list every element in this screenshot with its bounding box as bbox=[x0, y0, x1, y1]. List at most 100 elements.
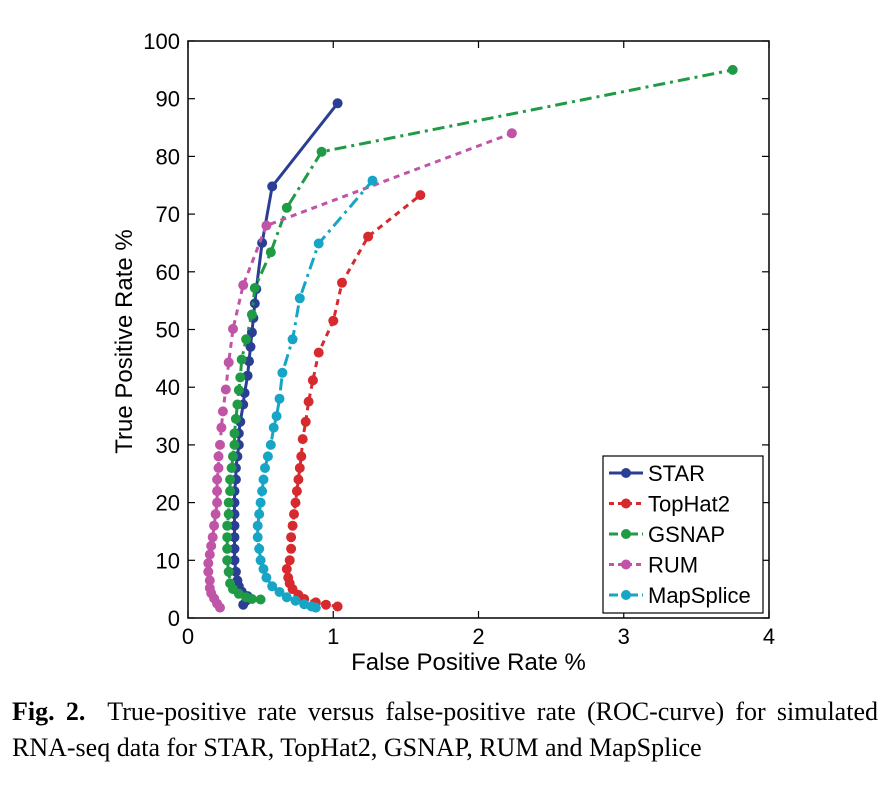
data-point-gsnap bbox=[249, 283, 260, 293]
data-point-gsnap bbox=[232, 399, 243, 410]
series-gsnap bbox=[222, 64, 738, 605]
data-point-tophat2 bbox=[284, 555, 295, 566]
data-point-tophat2 bbox=[294, 463, 305, 473]
x-tick-label: 4 bbox=[763, 624, 775, 649]
data-point-gsnap bbox=[230, 413, 241, 424]
data-point-gsnap bbox=[225, 486, 236, 497]
data-point-rum bbox=[203, 558, 214, 569]
roc-chart: 0 1 2 3 4 0 10 20 30 40 50 60 70 80 90 100 False Posit… bbox=[111, 29, 775, 676]
data-point-tophat2 bbox=[286, 543, 297, 554]
data-point-mapsplice bbox=[267, 581, 278, 592]
data-point-mapsplice bbox=[260, 463, 270, 473]
data-point-star bbox=[245, 341, 256, 352]
series-layer bbox=[203, 64, 738, 613]
data-point-tophat2 bbox=[281, 564, 292, 574]
data-point-mapsplice bbox=[367, 175, 378, 186]
legend-label: STAR bbox=[648, 461, 705, 486]
data-point-tophat2 bbox=[286, 532, 297, 543]
legend-swatch-marker bbox=[621, 468, 631, 478]
axes: 0 1 2 3 4 0 10 20 30 40 50 60 70 80 90 100 False Posit… bbox=[111, 29, 775, 676]
data-point-star bbox=[229, 520, 240, 531]
data-point-gsnap bbox=[316, 146, 327, 157]
data-point-rum bbox=[212, 486, 223, 497]
data-point-rum bbox=[261, 220, 272, 231]
data-point-mapsplice bbox=[299, 599, 310, 610]
data-point-gsnap bbox=[235, 372, 246, 383]
x-tick-label: 3 bbox=[618, 624, 630, 649]
data-point-rum bbox=[204, 549, 215, 560]
data-point-rum bbox=[212, 474, 223, 485]
data-point-mapsplice bbox=[262, 451, 273, 462]
series-tophat2 bbox=[281, 190, 426, 612]
x-tick-label: 1 bbox=[327, 624, 339, 649]
data-point-gsnap bbox=[222, 543, 233, 554]
data-point-gsnap bbox=[246, 309, 257, 320]
data-point-gsnap bbox=[223, 509, 234, 520]
legend-entry-mapsplice: MapSplice bbox=[609, 583, 751, 608]
data-point-mapsplice bbox=[281, 592, 292, 603]
legend-swatch-marker bbox=[621, 498, 631, 509]
data-point-star bbox=[229, 555, 240, 566]
data-point-gsnap bbox=[229, 439, 240, 450]
data-point-rum bbox=[217, 406, 228, 417]
data-point-star bbox=[332, 98, 343, 109]
figure-caption: Fig. 2. True-positive rate versus false-… bbox=[12, 694, 878, 766]
data-point-star bbox=[229, 532, 240, 543]
y-tick-label: 60 bbox=[156, 260, 180, 285]
data-point-tophat2 bbox=[328, 315, 339, 326]
data-point-rum bbox=[228, 323, 238, 334]
y-tick-label: 90 bbox=[156, 87, 180, 112]
data-point-gsnap bbox=[222, 520, 233, 531]
data-point-star bbox=[267, 181, 278, 192]
data-point-tophat2 bbox=[296, 451, 307, 462]
data-point-star bbox=[229, 543, 240, 554]
data-point-mapsplice bbox=[274, 587, 285, 597]
data-point-rum bbox=[238, 280, 249, 291]
legend-entry-gsnap: GSNAP bbox=[609, 522, 725, 547]
x-tick-label: 2 bbox=[472, 624, 484, 649]
data-point-rum bbox=[212, 497, 223, 508]
data-point-gsnap bbox=[222, 555, 233, 566]
x-ticks: 0 1 2 3 4 bbox=[182, 41, 775, 649]
data-point-mapsplice bbox=[277, 367, 288, 378]
data-point-rum bbox=[213, 463, 224, 473]
data-point-mapsplice bbox=[265, 439, 276, 450]
data-point-gsnap bbox=[255, 594, 266, 605]
data-point-rum bbox=[210, 509, 221, 520]
data-point-tophat2 bbox=[297, 434, 308, 445]
data-point-tophat2 bbox=[363, 231, 374, 242]
data-point-mapsplice bbox=[290, 595, 301, 606]
data-point-tophat2 bbox=[332, 601, 343, 612]
data-point-gsnap bbox=[233, 385, 244, 396]
data-point-mapsplice bbox=[258, 474, 269, 485]
data-point-tophat2 bbox=[303, 396, 314, 407]
data-point-tophat2 bbox=[307, 375, 318, 386]
data-point-rum bbox=[213, 451, 224, 462]
legend-label: RUM bbox=[648, 553, 698, 578]
data-point-rum bbox=[506, 128, 517, 139]
data-point-tophat2 bbox=[337, 277, 347, 288]
data-point-tophat2 bbox=[290, 497, 301, 508]
legend-label: TopHat2 bbox=[648, 492, 730, 517]
data-point-rum bbox=[209, 520, 220, 531]
x-axis-label: False Positive Rate % bbox=[351, 649, 586, 676]
data-point-gsnap bbox=[225, 474, 236, 485]
data-point-gsnap bbox=[229, 428, 240, 439]
legend-box bbox=[602, 455, 764, 614]
legend-swatch-marker bbox=[621, 559, 631, 570]
data-point-rum bbox=[204, 575, 215, 586]
y-ticks: 0 10 20 30 40 50 60 70 80 90 100 bbox=[143, 29, 769, 631]
y-axis-label: True Positive Rate % bbox=[111, 229, 138, 454]
data-point-rum bbox=[207, 532, 218, 543]
data-point-mapsplice bbox=[257, 486, 268, 497]
data-point-rum bbox=[206, 540, 217, 551]
data-point-mapsplice bbox=[271, 411, 282, 422]
legend-swatch-marker bbox=[621, 529, 631, 539]
x-tick-label: 0 bbox=[182, 624, 194, 649]
y-tick-label: 80 bbox=[156, 144, 180, 169]
y-tick-label: 50 bbox=[156, 318, 180, 343]
data-point-star bbox=[249, 298, 260, 309]
data-point-mapsplice bbox=[287, 334, 298, 345]
data-point-tophat2 bbox=[321, 599, 331, 610]
figure-caption-label: Fig. 2. bbox=[12, 697, 86, 726]
